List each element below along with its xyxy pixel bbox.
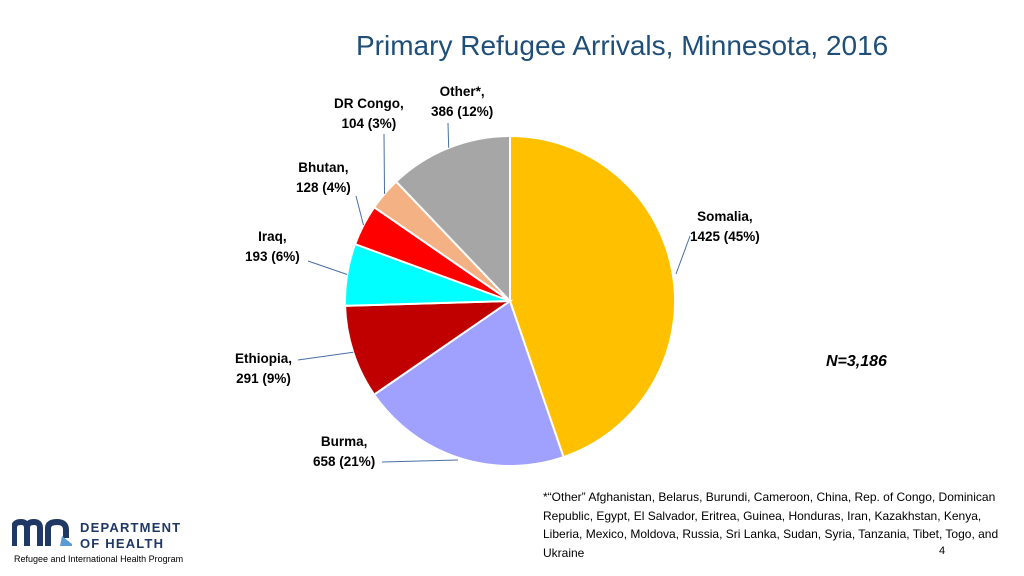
leader-line-iraq [307,260,348,275]
slice-name: Burma, [320,434,368,449]
slice-value: 386 (12%) [431,104,494,119]
pie-slice-burma [372,299,565,467]
logo-department: DEPARTMENT [80,520,182,535]
pie-slice-ethiopia [344,299,514,396]
slice-name: Ethiopia, [235,351,292,366]
slice-label-somalia: Somalia, 1425 (45%) [690,207,760,247]
slice-label-iraq: Iraq, 193 (6%) [245,227,300,267]
slice-name: Somalia, [697,209,753,224]
slice-name: DR Congo, [334,96,404,111]
slice-value: 193 (6%) [245,249,300,264]
slice-value: 128 (4%) [296,180,351,195]
slice-label-other: Other*, 386 (12%) [431,82,493,122]
pie-slice-somalia [509,134,676,459]
leader-line-burma [381,459,459,463]
slice-label-bhutan: Bhutan, 128 (4%) [296,158,351,198]
slice-name: Iraq, [258,229,287,244]
footnote: *“Other” Afghanistan, Belarus, Burundi, … [543,490,999,560]
slice-name: Bhutan, [298,160,349,175]
chart-title: Primary Refugee Arrivals, Minnesota, 201… [356,30,889,61]
page-number: 4 [939,545,946,557]
slice-value: 658 (21%) [313,454,376,469]
leader-line-other [447,122,450,148]
slice-value: 291 (9%) [236,371,291,386]
slice-label-dr-congo: DR Congo, 104 (3%) [334,94,404,134]
slice-value: 1425 (45%) [690,229,760,244]
leader-line-somalia [675,235,691,275]
logo-of-health: OF HEALTH [80,536,165,551]
sample-size-label: N=3,186 [826,353,887,370]
mn-logo-icon [12,518,72,546]
slice-label-ethiopia: Ethiopia, 291 (9%) [235,349,292,389]
leader-line-ethiopia [297,351,354,361]
leader-line-bhutan [355,195,364,226]
leader-line-drcongo [383,133,386,194]
slice-label-burma: Burma, 658 (21%) [313,432,375,472]
slice-name: Other*, [439,84,485,99]
slice-value: 104 (3%) [341,116,397,131]
program-name: Refugee and International Health Program [14,554,184,564]
